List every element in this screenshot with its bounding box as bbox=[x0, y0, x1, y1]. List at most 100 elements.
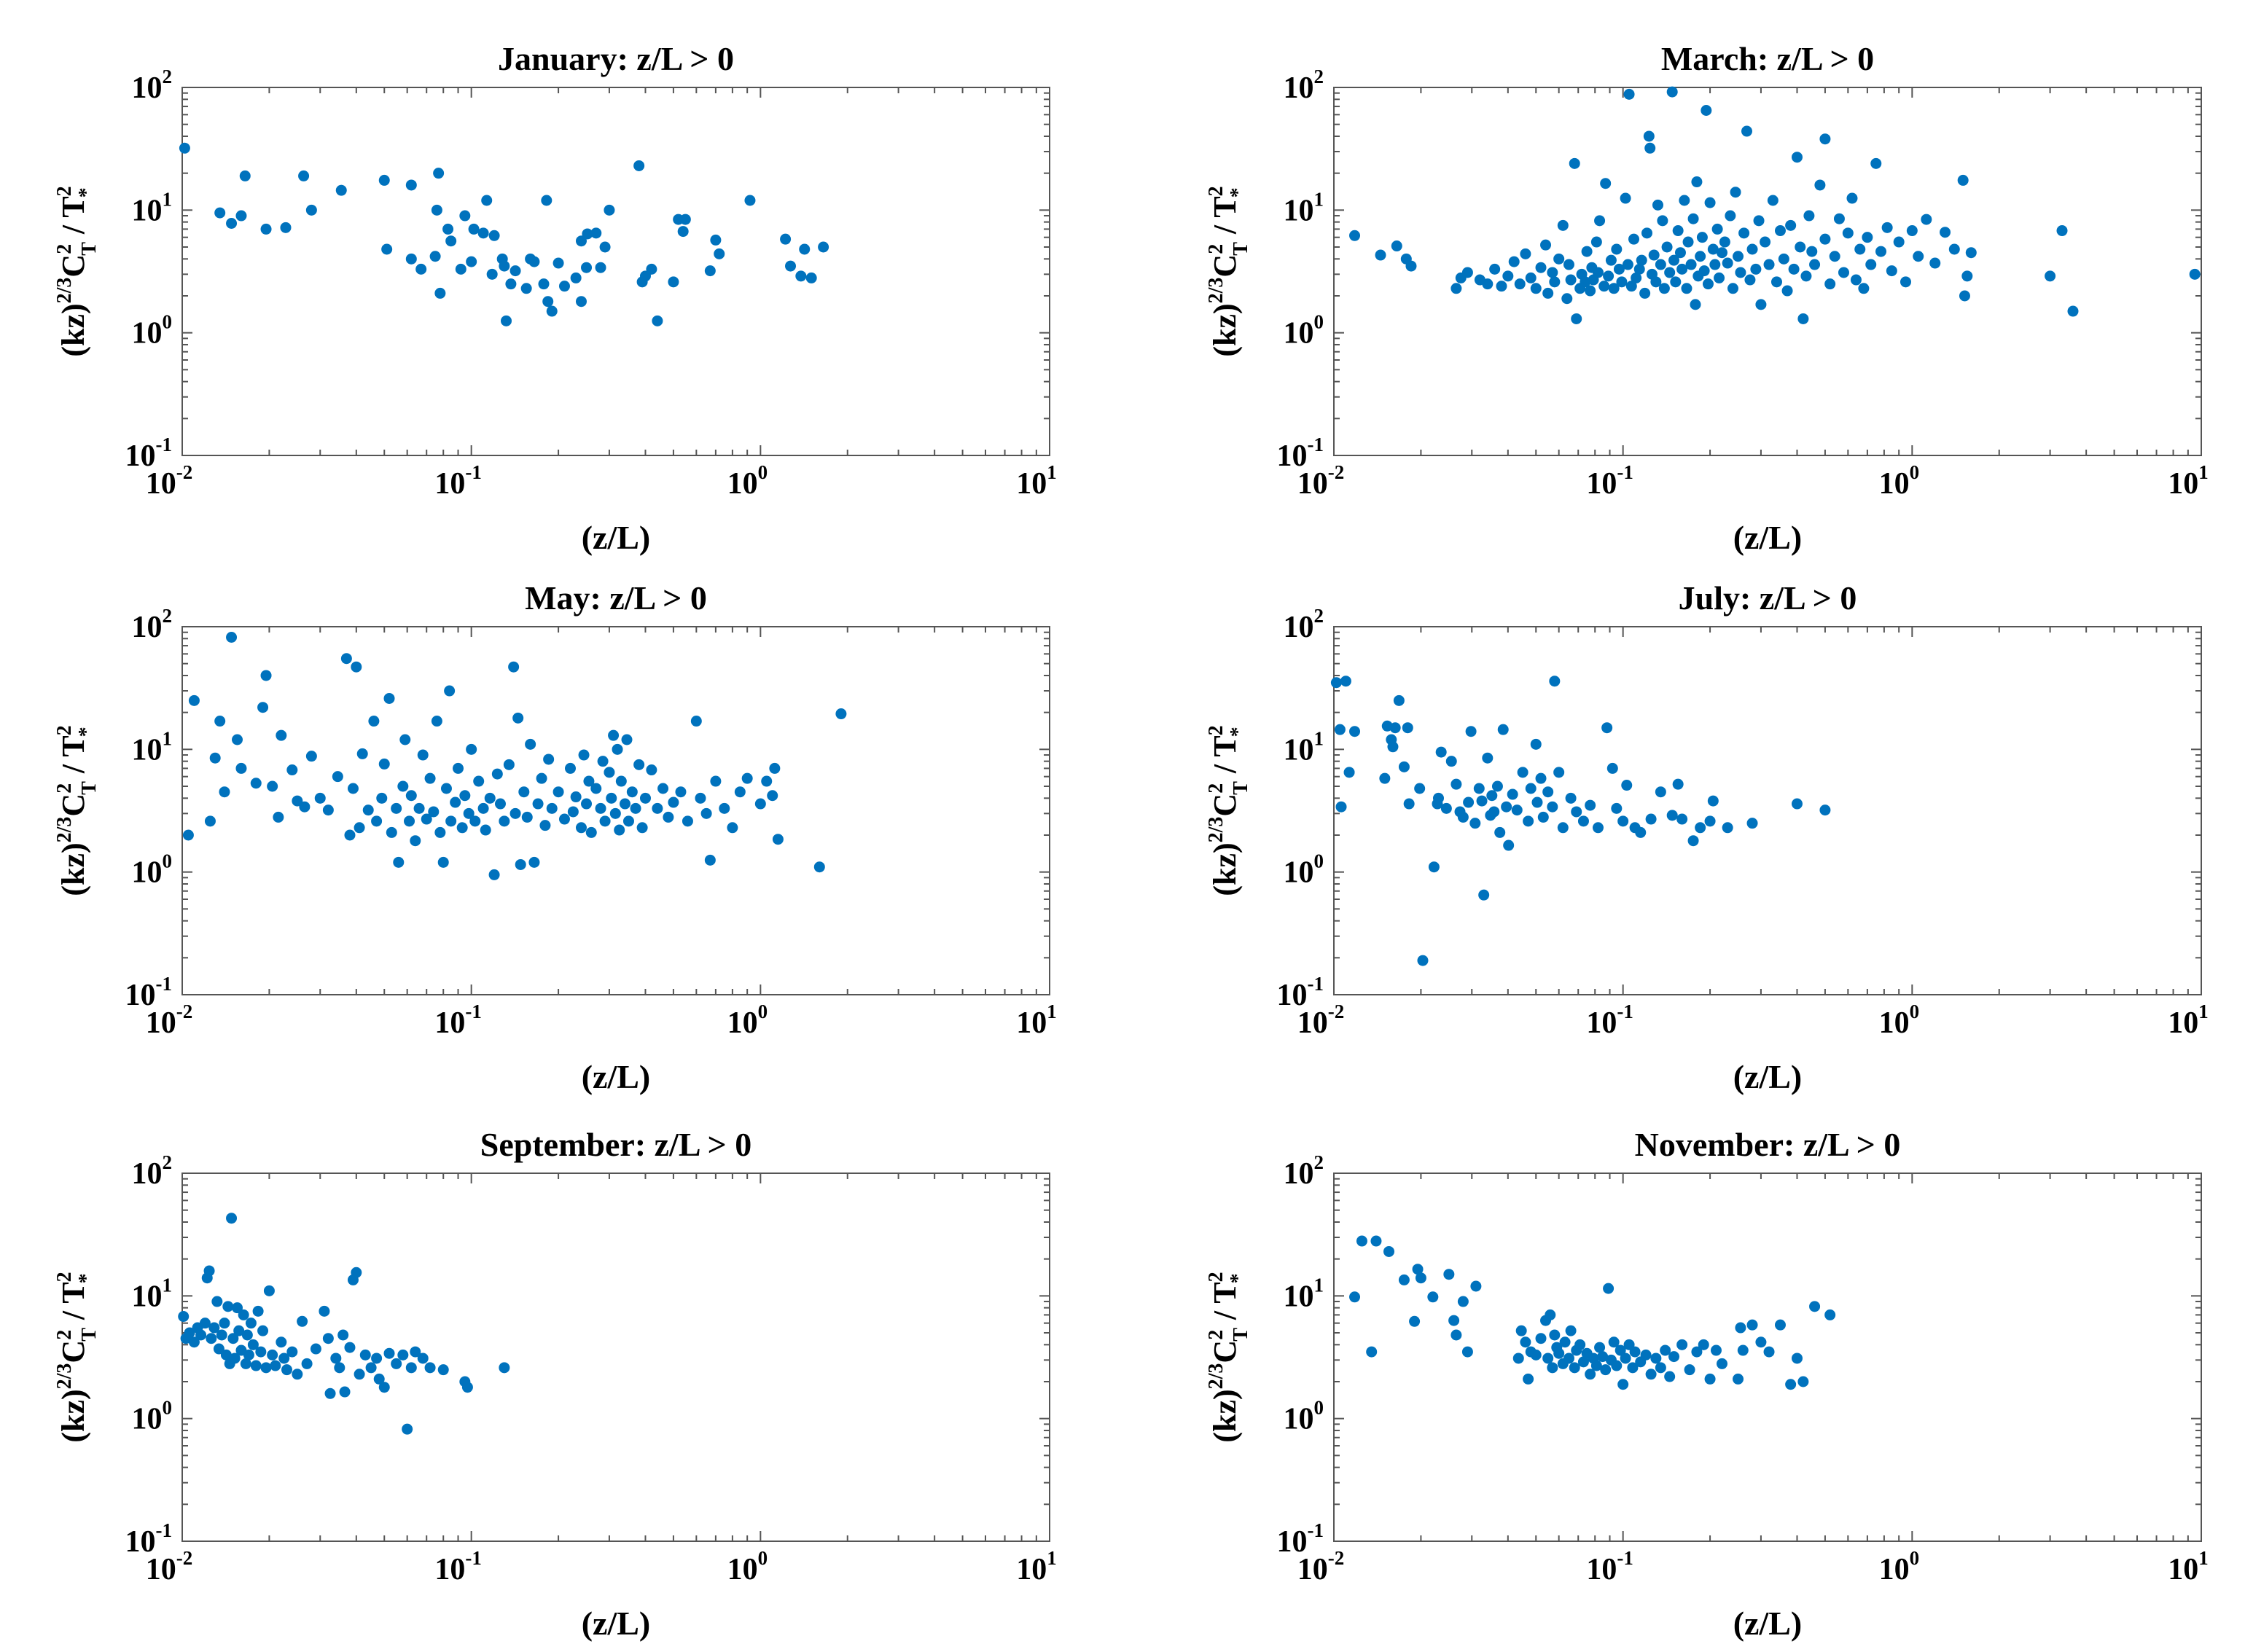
data-point bbox=[297, 1315, 308, 1327]
data-point bbox=[1571, 806, 1582, 818]
data-point bbox=[1585, 1369, 1596, 1380]
data-point bbox=[1563, 259, 1574, 270]
data-point bbox=[1687, 835, 1699, 847]
data-point bbox=[1489, 263, 1501, 275]
data-point bbox=[424, 1362, 436, 1374]
data-point bbox=[754, 798, 766, 810]
data-point bbox=[1906, 225, 1918, 237]
data-point bbox=[491, 768, 503, 780]
data-point bbox=[581, 262, 593, 273]
data-point bbox=[337, 1329, 349, 1341]
data-point bbox=[1788, 263, 1800, 275]
data-point bbox=[1819, 233, 1831, 245]
data-point bbox=[231, 734, 243, 745]
data-point bbox=[1415, 1272, 1426, 1284]
data-point bbox=[488, 869, 500, 880]
data-point bbox=[1617, 1379, 1629, 1390]
data-point bbox=[1393, 694, 1405, 706]
data-point bbox=[1451, 778, 1462, 790]
data-point bbox=[1461, 1346, 1473, 1358]
data-point bbox=[1405, 260, 1417, 272]
x-tick-label: 100 bbox=[727, 1001, 768, 1040]
y-tick-label: 10-1 bbox=[125, 973, 173, 1012]
data-point bbox=[575, 235, 587, 247]
data-point bbox=[1719, 236, 1730, 248]
data-point bbox=[371, 1352, 383, 1364]
data-point bbox=[480, 824, 491, 836]
data-point bbox=[2056, 225, 2068, 237]
data-point bbox=[1687, 213, 1699, 224]
data-point bbox=[1398, 761, 1410, 772]
data-point bbox=[608, 729, 620, 741]
chart-title: March: z/L > 0 bbox=[1661, 40, 1874, 77]
y-axis-label: (kz)2/3C2 T / T2* bbox=[53, 725, 101, 896]
data-point bbox=[270, 1360, 281, 1371]
data-point bbox=[646, 764, 657, 776]
data-point bbox=[188, 694, 200, 706]
data-point bbox=[1842, 227, 1854, 239]
data-point bbox=[2067, 305, 2079, 317]
data-point bbox=[245, 1318, 257, 1329]
data-point bbox=[405, 253, 417, 265]
y-tick-label: 100 bbox=[1284, 850, 1324, 890]
data-point bbox=[599, 815, 611, 827]
data-point bbox=[431, 204, 442, 216]
data-point bbox=[1559, 1336, 1571, 1348]
x-axis-label: (z/L) bbox=[582, 1605, 651, 1642]
data-point bbox=[219, 786, 230, 798]
y-tick-label: 100 bbox=[132, 311, 173, 351]
data-point bbox=[1948, 243, 1960, 255]
data-point bbox=[280, 222, 292, 233]
data-point bbox=[179, 142, 190, 154]
data-point bbox=[1597, 1351, 1609, 1363]
data-point bbox=[1846, 192, 1858, 204]
data-point bbox=[1581, 246, 1593, 257]
data-point bbox=[1461, 267, 1473, 278]
data-point bbox=[1690, 299, 1701, 310]
data-point bbox=[404, 815, 415, 827]
data-point bbox=[595, 262, 606, 273]
data-point bbox=[1803, 210, 1815, 222]
data-point bbox=[630, 802, 641, 814]
data-point bbox=[226, 1213, 238, 1224]
data-point bbox=[209, 752, 221, 764]
data-point bbox=[1330, 677, 1342, 689]
data-point bbox=[520, 283, 532, 294]
data-point bbox=[362, 805, 374, 816]
y-tick-label: 101 bbox=[132, 1274, 173, 1313]
data-point bbox=[744, 195, 756, 206]
data-point bbox=[469, 815, 481, 827]
data-point bbox=[292, 1369, 303, 1380]
data-point bbox=[795, 270, 807, 282]
data-point bbox=[1565, 1325, 1577, 1336]
data-point bbox=[344, 1342, 356, 1353]
data-point bbox=[1507, 788, 1518, 800]
data-point bbox=[585, 826, 597, 838]
data-point bbox=[240, 1358, 251, 1369]
data-point bbox=[528, 256, 540, 267]
x-tick-label: 10-2 bbox=[146, 1001, 193, 1040]
data-point bbox=[499, 815, 510, 827]
data-point bbox=[473, 775, 485, 787]
data-point bbox=[281, 1364, 292, 1376]
data-point bbox=[1343, 767, 1355, 778]
data-point bbox=[1704, 1373, 1716, 1385]
data-point bbox=[1535, 262, 1547, 273]
y-tick-label: 101 bbox=[1284, 1274, 1324, 1313]
data-point bbox=[1375, 249, 1386, 261]
data-point bbox=[220, 1349, 232, 1361]
data-point bbox=[1603, 1283, 1615, 1294]
data-point bbox=[1402, 722, 1413, 734]
x-tick-label: 10-2 bbox=[1297, 1547, 1345, 1586]
data-point bbox=[553, 257, 564, 269]
data-point bbox=[359, 1349, 371, 1361]
data-point bbox=[1620, 192, 1631, 204]
data-point bbox=[222, 1301, 234, 1312]
data-point bbox=[1763, 1346, 1775, 1358]
data-point bbox=[1574, 1339, 1586, 1350]
y-tick-label: 101 bbox=[132, 727, 173, 767]
data-point bbox=[1501, 801, 1512, 813]
data-point bbox=[378, 758, 390, 770]
data-point bbox=[1617, 815, 1629, 827]
x-tick-label: 101 bbox=[2168, 1001, 2209, 1040]
